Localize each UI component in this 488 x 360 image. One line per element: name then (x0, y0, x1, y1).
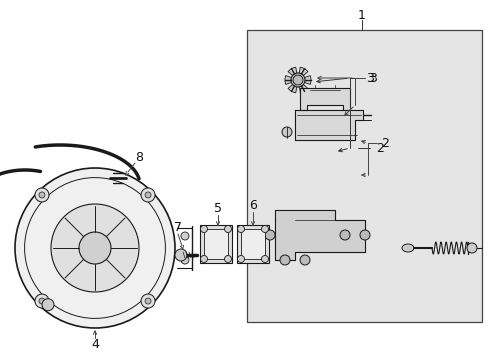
Circle shape (35, 188, 49, 202)
Bar (237, 225, 268, 263)
Circle shape (42, 299, 54, 311)
Circle shape (200, 225, 207, 233)
Polygon shape (299, 88, 349, 110)
Text: 8: 8 (135, 150, 142, 163)
Circle shape (181, 232, 189, 240)
Circle shape (264, 230, 274, 240)
Bar (241, 229, 264, 259)
Wedge shape (297, 76, 310, 85)
Ellipse shape (401, 244, 413, 252)
Circle shape (280, 255, 289, 265)
Circle shape (175, 249, 186, 261)
Circle shape (282, 127, 291, 137)
Circle shape (141, 294, 155, 308)
Text: 2: 2 (380, 136, 388, 149)
Circle shape (292, 75, 303, 85)
Circle shape (145, 192, 151, 198)
Circle shape (181, 256, 189, 264)
Circle shape (237, 256, 244, 262)
Text: 4: 4 (91, 338, 99, 351)
Text: 3: 3 (368, 72, 376, 85)
Circle shape (359, 230, 369, 240)
Circle shape (339, 230, 349, 240)
Wedge shape (287, 67, 297, 80)
Text: 7: 7 (174, 220, 182, 234)
Polygon shape (274, 210, 364, 260)
Text: 1: 1 (357, 9, 365, 22)
Circle shape (290, 73, 305, 87)
Wedge shape (287, 80, 297, 93)
Bar (203, 229, 227, 259)
Circle shape (237, 225, 244, 233)
Circle shape (299, 255, 309, 265)
Bar (200, 225, 231, 263)
Bar (246, 30, 481, 322)
Circle shape (39, 192, 45, 198)
Circle shape (141, 188, 155, 202)
Circle shape (200, 256, 207, 262)
Circle shape (15, 168, 175, 328)
Circle shape (224, 256, 231, 262)
Circle shape (466, 243, 476, 253)
Circle shape (224, 225, 231, 233)
Wedge shape (297, 80, 307, 93)
Circle shape (51, 204, 139, 292)
Polygon shape (294, 110, 362, 140)
Wedge shape (297, 67, 307, 80)
Circle shape (35, 294, 49, 308)
Text: 3: 3 (366, 72, 373, 85)
Circle shape (261, 225, 268, 233)
Circle shape (145, 298, 151, 304)
Wedge shape (285, 76, 297, 85)
Circle shape (261, 256, 268, 262)
Circle shape (39, 298, 45, 304)
Circle shape (79, 232, 111, 264)
Text: 5: 5 (214, 202, 222, 215)
Text: 2: 2 (375, 141, 383, 154)
Text: 6: 6 (248, 198, 256, 212)
